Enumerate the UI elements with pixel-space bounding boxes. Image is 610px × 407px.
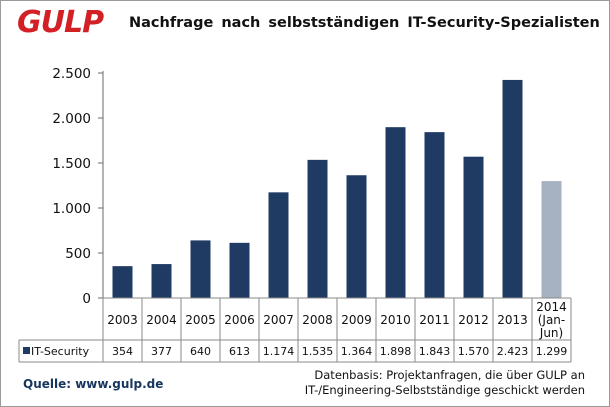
bar (502, 79, 523, 299)
y-tick-label: 0 (82, 291, 91, 307)
data-label: 640 (190, 345, 211, 358)
category-label: 2005 (185, 313, 216, 327)
data-basis-note: Datenbasis: Projektanfragen, die über GU… (255, 368, 585, 398)
y-tick-label: 500 (65, 246, 91, 262)
category-label: 2011 (419, 313, 450, 327)
data-basis-line-2: IT-/Engineering-Selbstständige geschickt… (304, 383, 585, 397)
category-label: 2010 (380, 313, 411, 327)
bar (268, 192, 289, 298)
data-label: 1.535 (302, 345, 334, 358)
data-label: 354 (112, 345, 133, 358)
bar (229, 242, 250, 298)
data-label: 1.843 (419, 345, 451, 358)
data-label: 377 (151, 345, 172, 358)
data-label: 613 (229, 345, 250, 358)
bar (151, 264, 172, 298)
bar (346, 175, 367, 298)
category-label: 2007 (263, 313, 294, 327)
bar (385, 127, 406, 299)
legend-swatch (23, 347, 30, 354)
category-label: 2006 (224, 313, 255, 327)
bar (541, 181, 562, 298)
data-label: 1.299 (536, 345, 568, 358)
category-label: 2012 (458, 313, 489, 327)
data-label: 1.364 (341, 345, 373, 358)
category-label: 2008 (302, 313, 333, 327)
category-label: 2004 (146, 313, 177, 327)
category-label: 2003 (107, 313, 138, 327)
bar (463, 156, 484, 298)
category-label: Jun) (539, 326, 563, 340)
data-basis-line-1: Datenbasis: Projektanfragen, die über GU… (314, 368, 585, 382)
source-note: Quelle: www.gulp.de (23, 377, 164, 391)
y-tick-label: 2.500 (52, 66, 91, 82)
legend-label: IT-Security (31, 345, 90, 358)
data-label: 1.174 (263, 345, 295, 358)
gulp-logo: GULP (17, 5, 104, 40)
y-tick-label: 2.000 (52, 111, 91, 127)
bar (424, 132, 445, 298)
bar (307, 159, 328, 298)
category-label: 2013 (497, 313, 528, 327)
y-tick-label: 1.500 (52, 156, 91, 172)
category-label: 2009 (341, 313, 372, 327)
bar (112, 266, 133, 298)
bar (190, 240, 211, 298)
data-label: 1.898 (380, 345, 412, 358)
chart-title: Nachfrage nach selbstständigen IT-Securi… (129, 15, 600, 31)
category-label: (Jan- (538, 313, 566, 327)
data-label: 2.423 (497, 345, 529, 358)
data-label: 1.570 (458, 345, 490, 358)
category-label: 2014 (536, 300, 567, 314)
y-tick-label: 1.000 (52, 201, 91, 217)
